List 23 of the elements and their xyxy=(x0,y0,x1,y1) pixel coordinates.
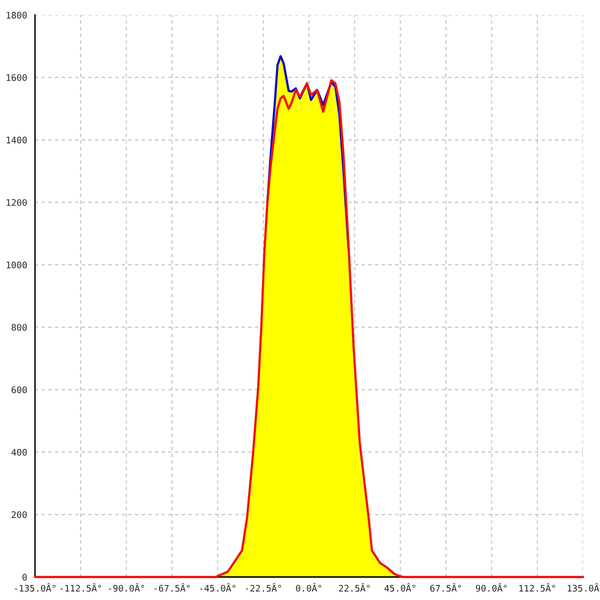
x-tick-label: 67.5Â° xyxy=(430,583,461,592)
x-tick-label: -45.0Â° xyxy=(200,583,236,592)
x-tick-label: 112.5Â° xyxy=(519,583,556,592)
x-tick-label: 90.0Â° xyxy=(476,583,507,592)
x-tick-label: 22.5Â° xyxy=(339,583,370,592)
x-tick-label: 135.0Â xyxy=(568,583,600,592)
x-tick-label: 0.0Â° xyxy=(296,583,322,592)
y-tick-label: 1200 xyxy=(6,199,27,206)
y-tick-label: 400 xyxy=(12,448,27,456)
x-tick-label: 45.0Â° xyxy=(384,583,416,592)
y-tick-label: 200 xyxy=(12,511,27,518)
y-tick-label: 1400 xyxy=(6,136,27,144)
y-tick-label: 800 xyxy=(12,324,27,331)
x-tick-label: -22.5Â° xyxy=(246,583,282,592)
y-tick-label: 0 xyxy=(22,574,27,581)
x-tick-label: -135.0Â° xyxy=(14,583,56,592)
y-tick-label: 1600 xyxy=(6,74,27,82)
y-tick-label: 1800 xyxy=(6,12,27,19)
y-tick-label: 1000 xyxy=(6,262,27,268)
x-tick-label: -112.5Â° xyxy=(60,583,102,592)
x-tick-label: -67.5Â° xyxy=(154,583,190,592)
x-tick-label: -90.0Â° xyxy=(108,583,144,592)
y-tick-label: 600 xyxy=(12,386,27,394)
